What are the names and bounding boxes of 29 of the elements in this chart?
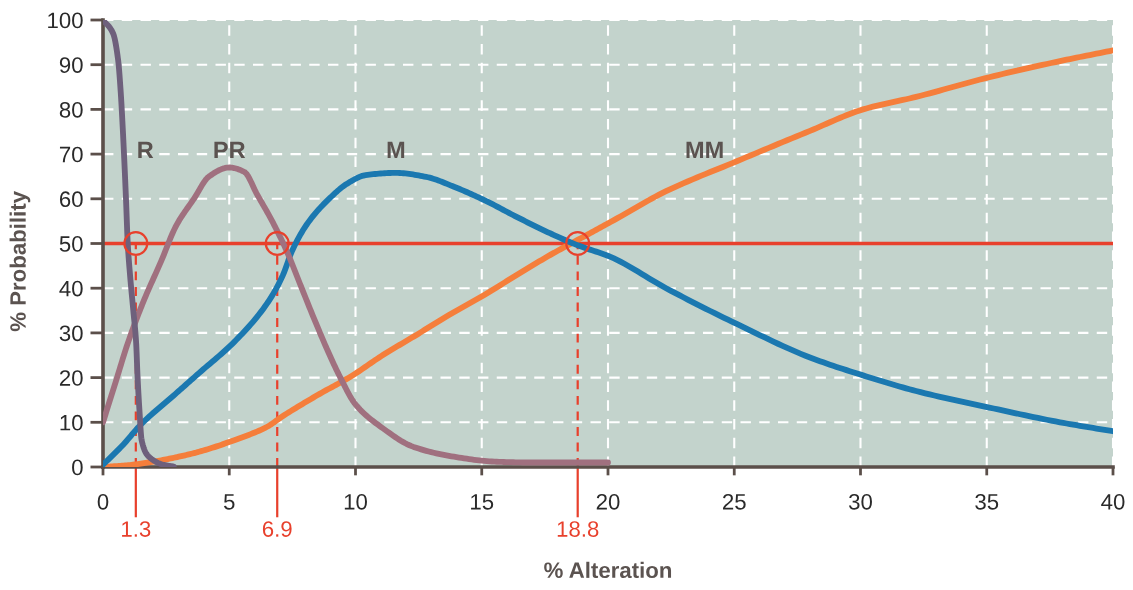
y-tick-label: 70 xyxy=(59,146,83,163)
y-tick-label: 50 xyxy=(59,236,83,252)
x-tick-label: 5 xyxy=(223,494,235,510)
x-tick-label: 40 xyxy=(1101,493,1125,510)
y-tick-label: 80 xyxy=(59,101,83,118)
y-axis-title: % Probability xyxy=(9,191,31,332)
ref-line-label: 6.9 xyxy=(262,521,292,537)
y-tick-label: 0 xyxy=(72,459,83,476)
x-tick-label: 30 xyxy=(848,493,872,510)
x-tick-label: 0 xyxy=(97,493,109,510)
y-tick-label: 90 xyxy=(59,57,83,73)
ref-line-label: 18.8 xyxy=(557,521,599,537)
y-tick-label: 60 xyxy=(59,191,83,208)
x-tick-label: 25 xyxy=(723,493,746,510)
x-tick-label: 15 xyxy=(471,494,494,510)
x-axis-title: % Alteration xyxy=(544,561,672,579)
y-tick-label: 10 xyxy=(60,414,83,431)
x-tick-label: 35 xyxy=(975,493,999,510)
ref-line-label: 1.3 xyxy=(122,521,151,537)
series-label: MM xyxy=(686,141,723,159)
y-tick-label: 100 xyxy=(48,12,83,29)
y-tick-label: 20 xyxy=(59,370,83,386)
series-label: M xyxy=(387,141,405,159)
x-tick-label: 20 xyxy=(596,493,620,510)
y-tick-label: 40 xyxy=(59,280,83,297)
series-label: R xyxy=(138,141,154,159)
series-label: PR xyxy=(214,141,246,159)
x-tick-label: 10 xyxy=(344,493,367,510)
y-tick-label: 30 xyxy=(59,325,83,342)
